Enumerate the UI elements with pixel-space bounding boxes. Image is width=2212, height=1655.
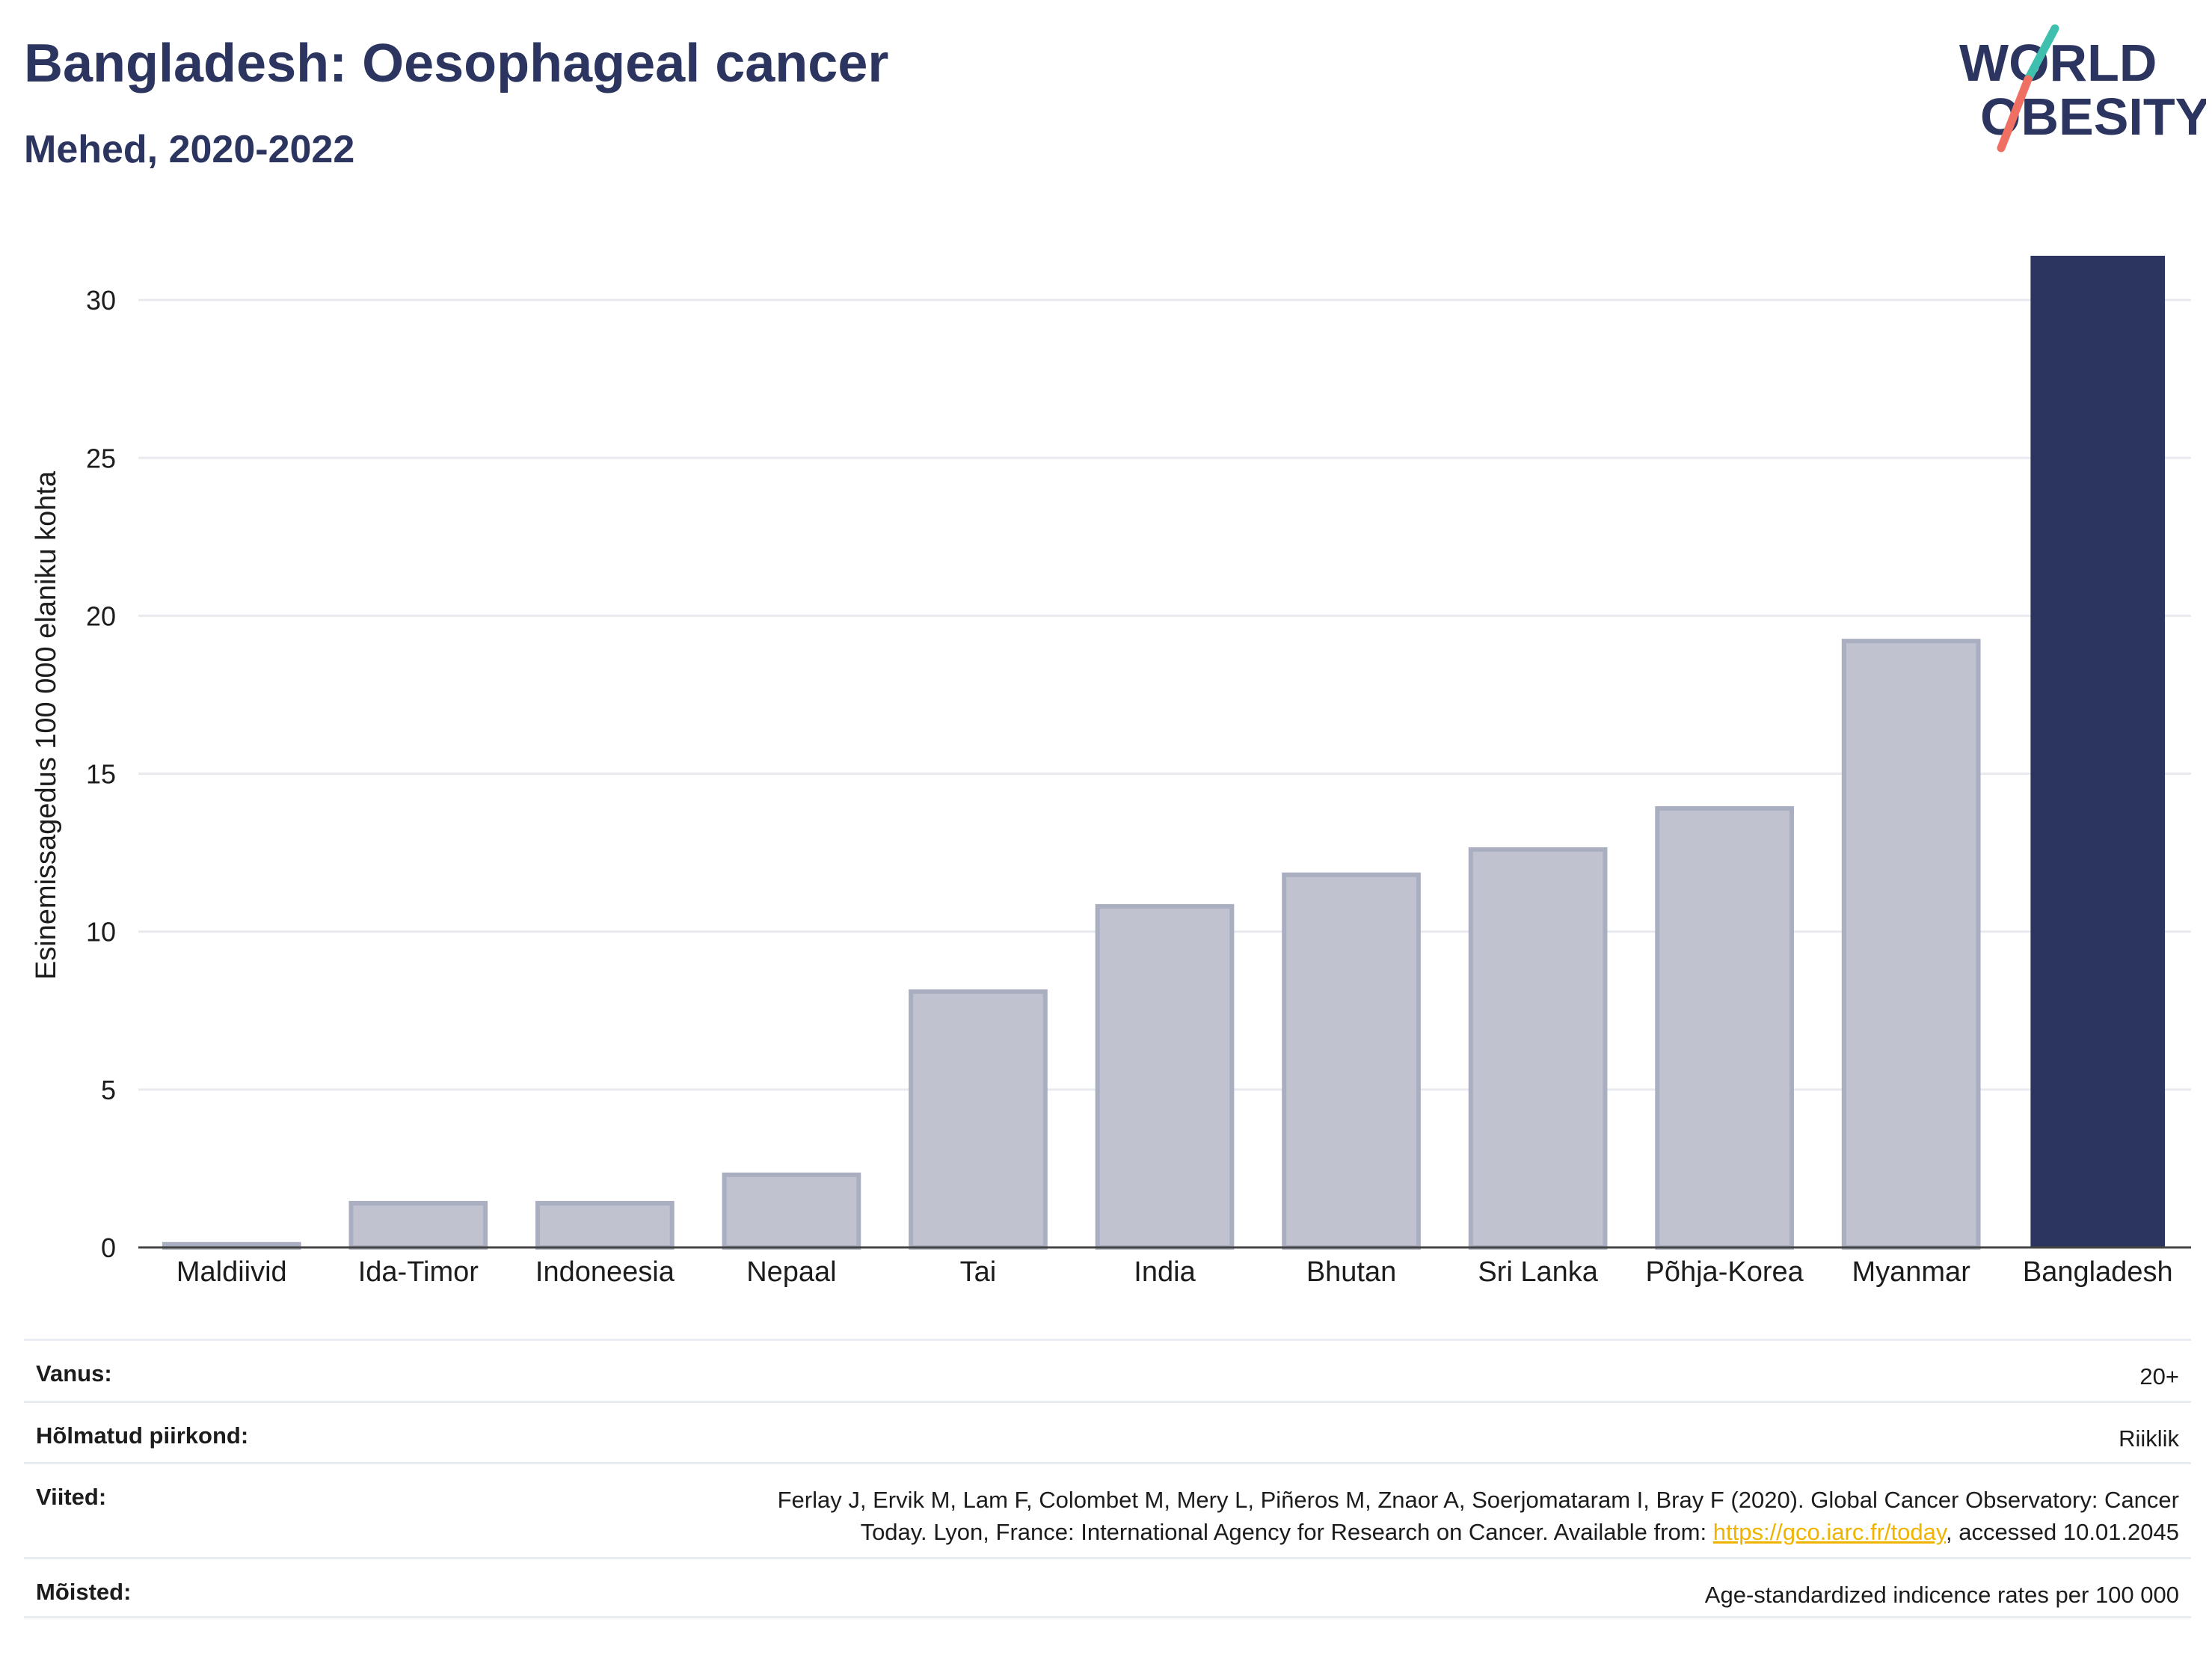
bar-india[interactable] [1095, 903, 1235, 1250]
bar-põhja-korea[interactable] [1655, 806, 1794, 1250]
definitions-value: Age-standardized indicence rates per 100… [1704, 1582, 2179, 1608]
age-label: Vanus: [36, 1360, 112, 1387]
chart-title: Bangladesh: Oesophageal cancer [24, 34, 889, 93]
logo-text-world: WORLD [1959, 34, 2157, 92]
x-tick-label: Põhja-Korea [1646, 1256, 1804, 1288]
world-obesity-logo: WORLD OBESITY [1959, 24, 2206, 153]
bar-indoneesia[interactable] [535, 1200, 675, 1250]
references-value: Ferlay J, Ervik M, Lam F, Colombet M, Me… [778, 1464, 2179, 1548]
x-tick-label: Indoneesia [535, 1256, 675, 1288]
region-label: Hõlmatud piirkond: [36, 1422, 249, 1449]
references-label: Viited: [36, 1484, 107, 1510]
metadata-table: Vanus: 20+ Hõlmatud piirkond: Riiklik Vi… [24, 1339, 2191, 1618]
y-tick-label: 20 [86, 601, 116, 631]
x-tick-label: Tai [960, 1256, 997, 1288]
x-tick-label: Myanmar [1852, 1256, 1970, 1288]
y-tick-label: 15 [86, 759, 116, 790]
x-tick-label: Bangladesh [2023, 1256, 2173, 1288]
region-value: Riiklik [2119, 1425, 2179, 1452]
x-tick-label: Maldiivid [176, 1256, 287, 1288]
x-tick-label: India [1134, 1256, 1196, 1288]
meta-row-definitions: Mõisted: Age-standardized indicence rate… [24, 1557, 2191, 1618]
logo-slash-coral [1997, 75, 2033, 153]
references-line-1: Ferlay J, Ervik M, Lam F, Colombet M, Me… [777, 1487, 2179, 1513]
references-line-2-start: Today. Lyon, France: International Agenc… [860, 1519, 1713, 1545]
bar-bhutan[interactable] [1282, 872, 1421, 1250]
references-line-2-end: , accessed 10.01.2045 [1946, 1519, 2179, 1545]
x-tick-label: Nepaal [746, 1256, 836, 1288]
y-tick-label: 25 [86, 443, 116, 473]
bar-sri-lanka[interactable] [1468, 847, 1608, 1250]
meta-row-age: Vanus: 20+ [24, 1339, 2191, 1401]
chart-subtitle: Mehed, 2020-2022 [24, 128, 355, 171]
references-link[interactable]: https://gco.iarc.fr/today [1712, 1519, 1947, 1545]
bar-bangladesh[interactable] [2030, 256, 2166, 1247]
y-tick-labels: 0 5 10 15 20 25 30 [86, 285, 116, 1263]
definitions-label: Mõisted: [36, 1579, 132, 1605]
x-tick-label: Bhutan [1306, 1256, 1396, 1288]
x-tick-label: Ida-Timor [358, 1256, 479, 1288]
logo-slash-teal [2024, 24, 2059, 84]
y-tick-label: 5 [101, 1075, 116, 1105]
bars [162, 256, 2166, 1250]
y-tick-label: 0 [101, 1232, 116, 1263]
y-axis-label: Esinemissagedus 100 000 elaniku kohta [31, 470, 62, 980]
x-tick-labels: Maldiivid Ida-Timor Indoneesia Nepaal Tai Ind… [176, 1256, 2173, 1288]
age-value: 20+ [2139, 1363, 2179, 1390]
bar-chart: 0 5 10 15 20 25 30 Maldiivid Ida-Timor Indoneesi… [31, 256, 2191, 1288]
meta-row-region: Hõlmatud piirkond: Riiklik [24, 1401, 2191, 1462]
y-tick-label: 30 [86, 285, 116, 316]
bar-ida-timor[interactable] [348, 1200, 488, 1250]
bar-tai[interactable] [909, 989, 1048, 1250]
y-tick-label: 10 [86, 917, 116, 948]
x-tick-label: Sri Lanka [1478, 1256, 1598, 1288]
bar-nepaal[interactable] [722, 1172, 861, 1250]
meta-row-references: Viited: Ferlay J, Ervik M, Lam F, Colomb… [24, 1462, 2191, 1557]
bar-myanmar[interactable] [1841, 639, 1981, 1250]
